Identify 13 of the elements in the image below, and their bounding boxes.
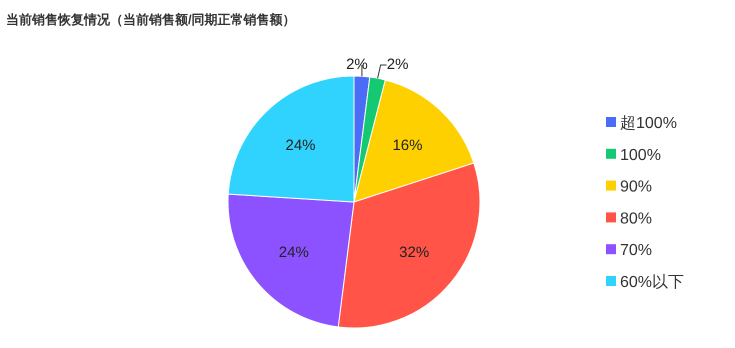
chart-title: 当前销售恢复情况（当前销售额/同期正常销售额） <box>6 12 296 27</box>
data-label: 32% <box>399 244 430 261</box>
data-label: 2% <box>386 56 408 73</box>
legend-label: 70% <box>620 242 652 260</box>
data-label: 24% <box>278 244 309 261</box>
data-label: 2% <box>346 56 368 73</box>
legend-label: 80% <box>620 210 652 228</box>
legend-label: 60%以下 <box>620 273 684 291</box>
legend-label: 100% <box>620 146 661 164</box>
legend-label: 90% <box>620 178 652 196</box>
legend-label: 超100% <box>620 115 677 132</box>
data-label: 24% <box>286 137 316 154</box>
data-label: 16% <box>392 137 422 154</box>
